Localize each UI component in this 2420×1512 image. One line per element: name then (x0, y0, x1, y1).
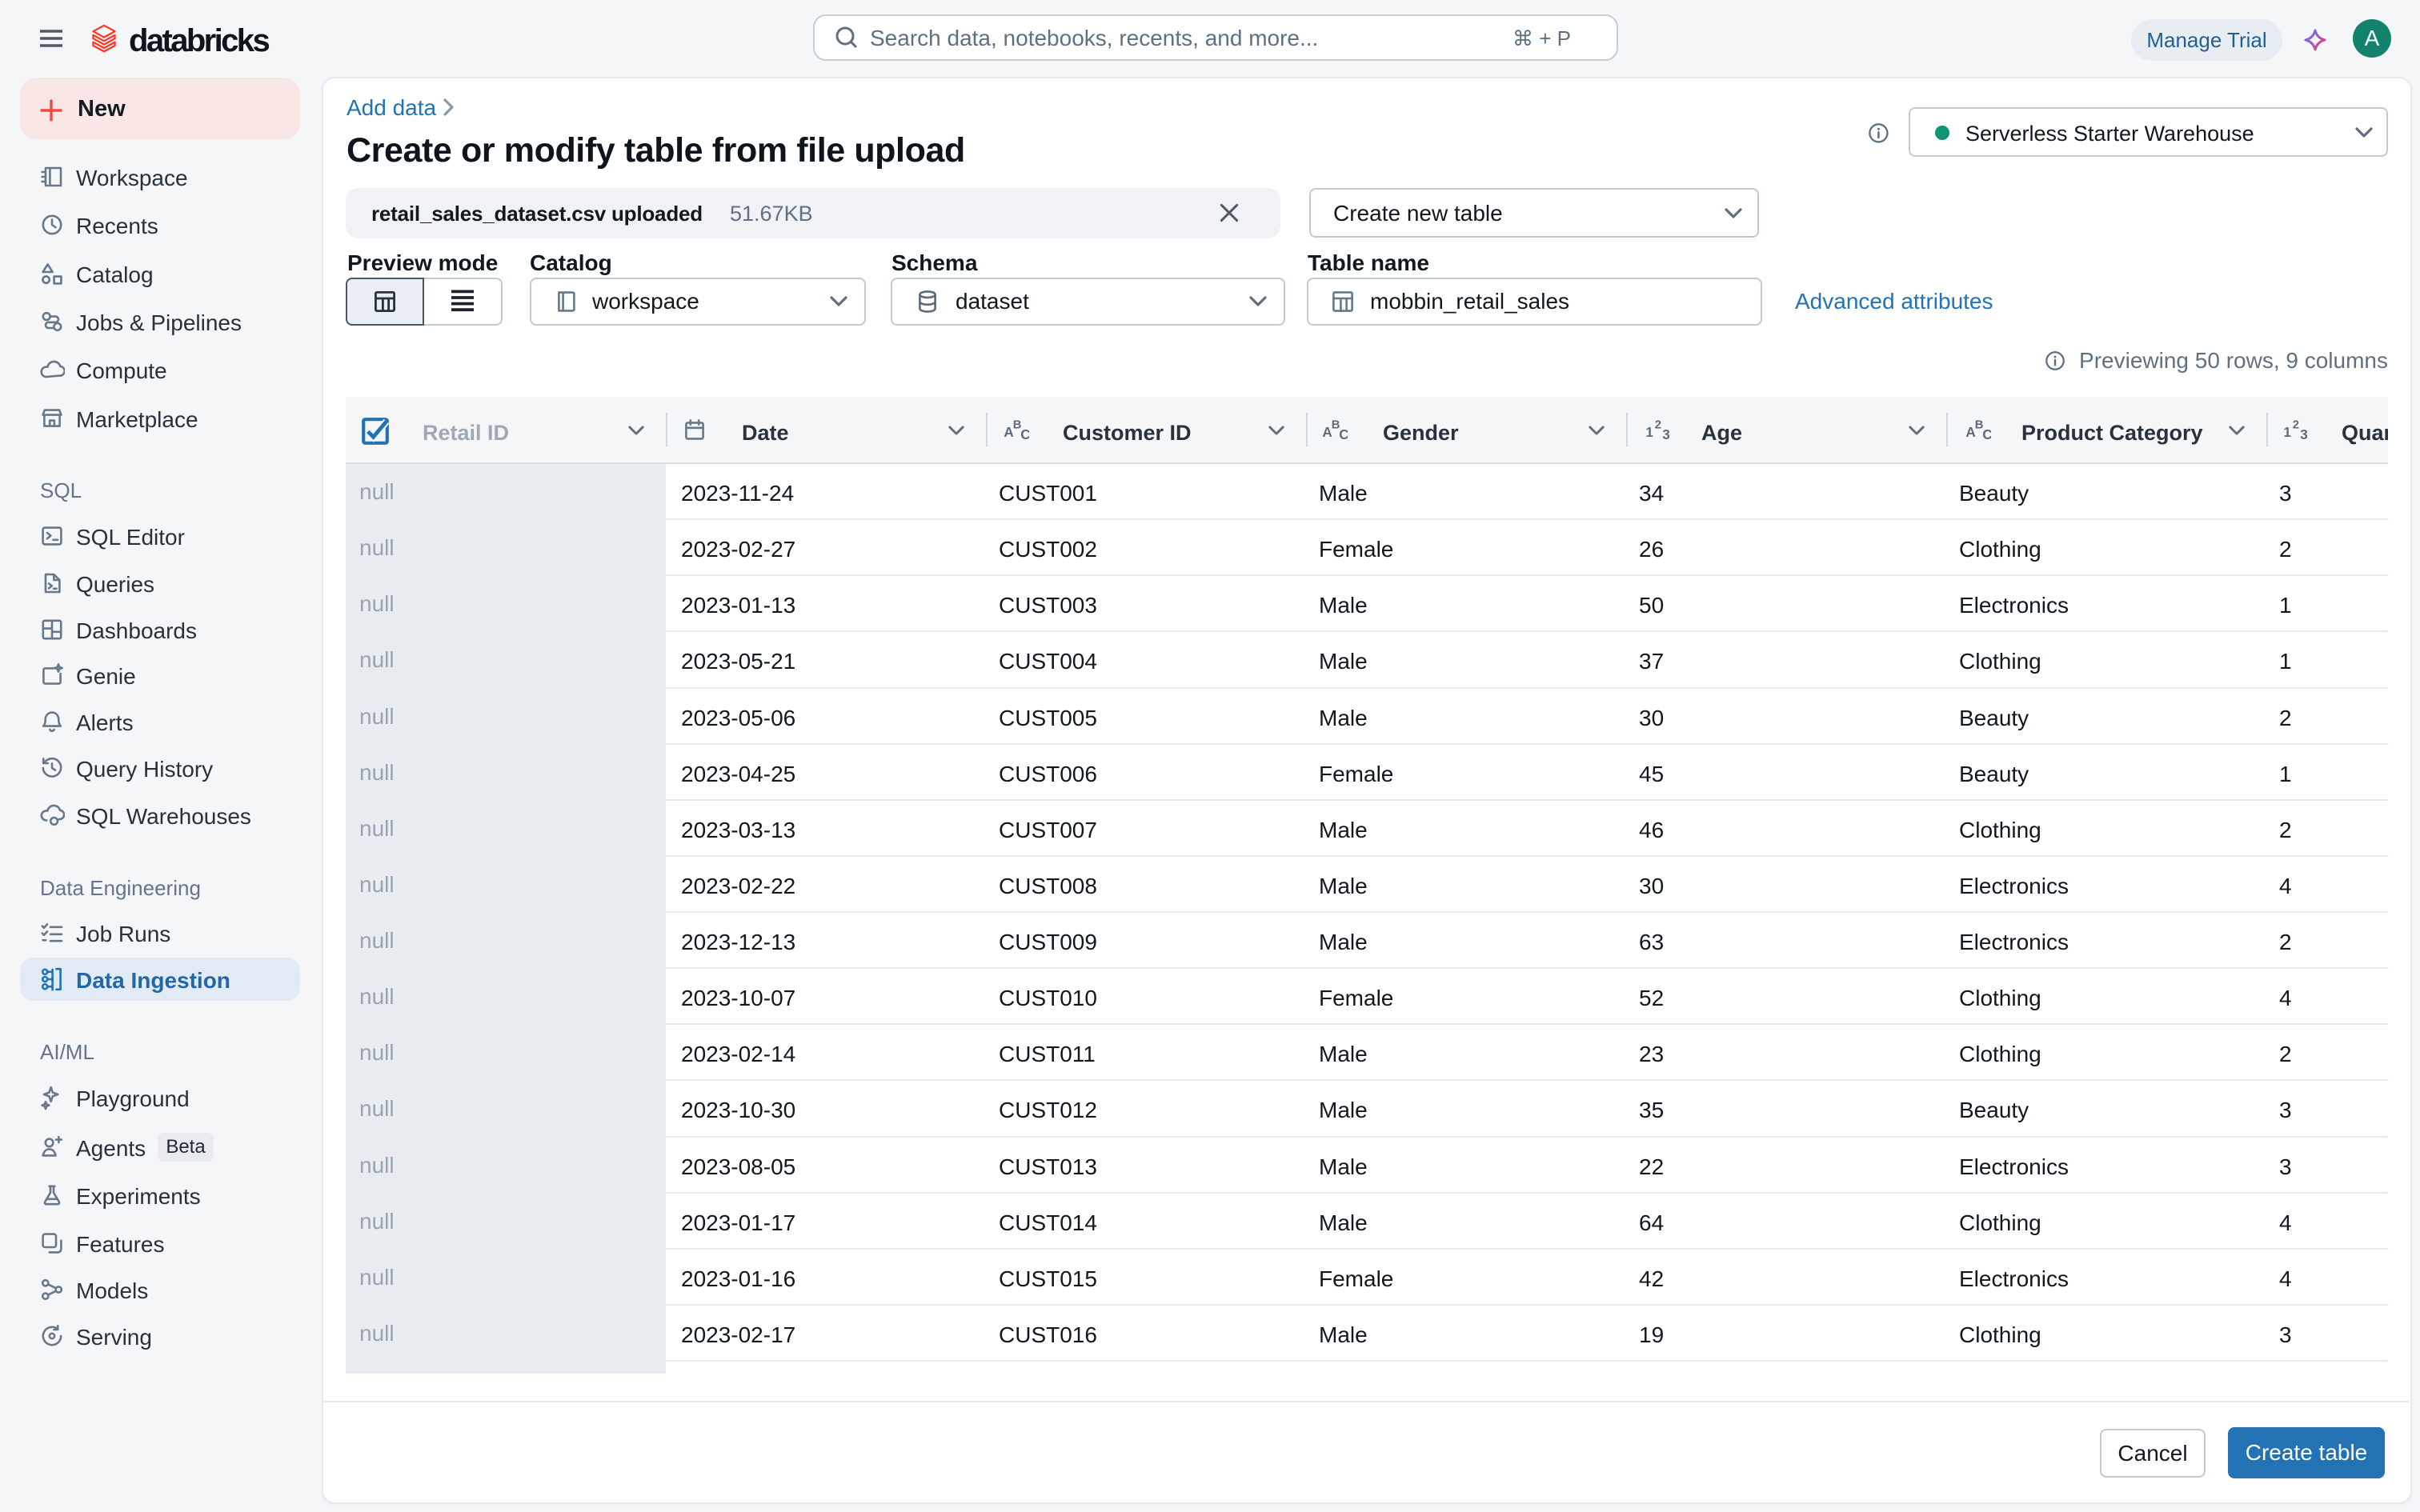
svg-text:C: C (1339, 426, 1348, 442)
svg-text:C: C (1020, 426, 1029, 442)
svg-text:A: A (1322, 424, 1332, 440)
svg-text:B: B (1975, 419, 1984, 432)
svg-text:C: C (1982, 426, 1991, 442)
svg-text:1: 1 (1645, 424, 1653, 440)
svg-text:A: A (1004, 424, 1013, 440)
svg-text:3: 3 (2300, 426, 2308, 442)
svg-text:3: 3 (1662, 426, 1670, 442)
svg-text:B: B (1013, 419, 1022, 432)
svg-text:2: 2 (1655, 419, 1661, 432)
svg-text:2: 2 (2293, 419, 2299, 432)
svg-text:A: A (1965, 424, 1975, 440)
svg-text:1: 1 (2283, 424, 2291, 440)
svg-text:B: B (1332, 419, 1340, 432)
